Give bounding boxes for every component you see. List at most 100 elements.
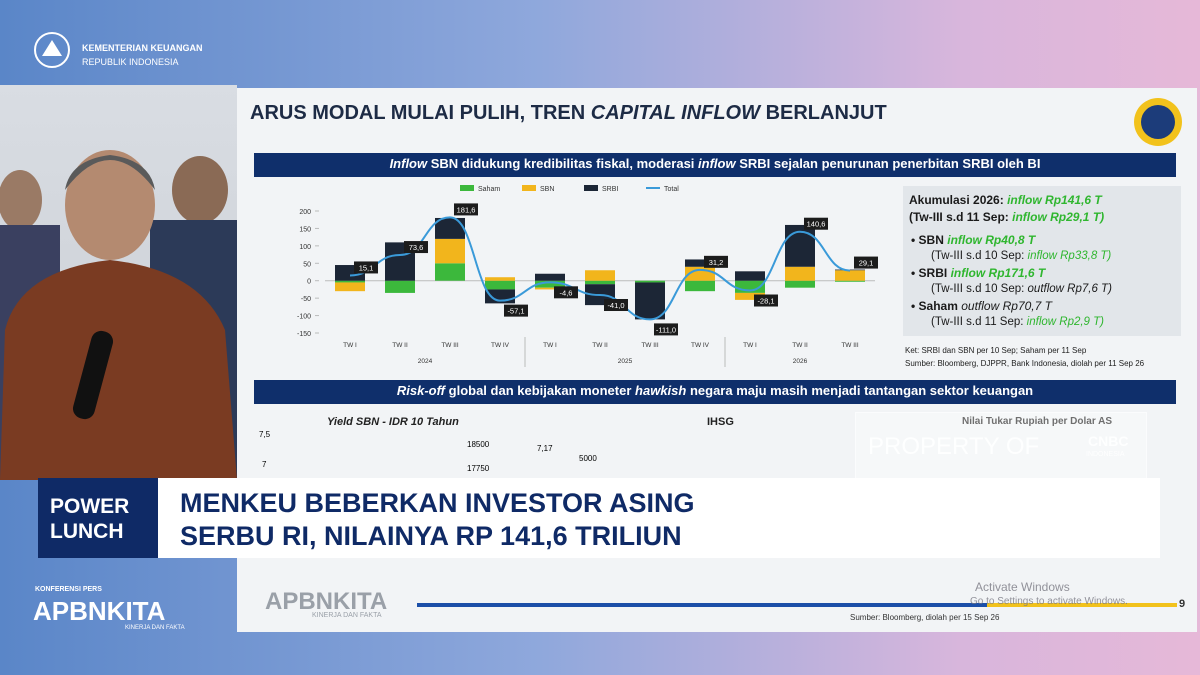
x-tick-label: TW I — [543, 342, 557, 349]
bar-segment — [535, 273, 565, 281]
x-tick-label: TW IV — [691, 342, 710, 349]
summary-value: inflow Rp29,1 T) — [1012, 210, 1105, 224]
data-label-text: 73,6 — [409, 243, 424, 252]
total-line — [349, 216, 851, 321]
data-label: 15,1 — [354, 261, 378, 274]
bar-segment — [485, 277, 515, 281]
bar-segment — [385, 280, 415, 293]
panel-title: Nilai Tukar Rupiah per Dolar AS — [962, 416, 1113, 427]
summary-value: outflow Rp7,6 T) — [1027, 283, 1112, 295]
footer-source: Sumber: Bloomberg, diolah per 15 Sep 26 — [850, 613, 1000, 622]
bar-segment — [435, 238, 465, 264]
bar-segment — [835, 270, 865, 281]
summary-value: inflow Rp171,6 T — [950, 266, 1046, 280]
summary-line: (Tw-III s.d 10 Sep: inflow Rp33,8 T) — [931, 250, 1111, 262]
data-label-box — [754, 294, 778, 307]
data-label-text: 181,6 — [457, 205, 476, 214]
page-number: 9 — [1179, 598, 1186, 610]
title-emphasis: CAPITAL INFLOW — [590, 102, 760, 124]
bar-segment — [835, 280, 865, 282]
x-tick-label: TW IV — [491, 342, 510, 349]
data-label-box — [604, 299, 628, 312]
data-label: 29,1 — [854, 256, 878, 269]
legend-label: SRBI — [602, 186, 618, 193]
presenter-video — [0, 150, 237, 480]
org-subname: REPUBLIK INDONESIA — [82, 57, 179, 67]
summary-label: Akumulasi 2026: — [909, 193, 1004, 207]
data-label-box — [854, 256, 878, 269]
summary-label: (Tw-III s.d 11 Sep: — [931, 316, 1024, 328]
x-tick-label: TW I — [743, 342, 757, 349]
banner-text: global dan kebijakan moneter — [448, 383, 632, 398]
data-label-box — [354, 261, 378, 274]
banner-text: hawkish — [635, 383, 687, 398]
bar-segment — [335, 282, 365, 292]
banner-text: inflow — [698, 156, 736, 171]
x-tick-label: TW II — [592, 342, 608, 349]
data-label-text: 29,1 — [859, 259, 874, 268]
os-notice: Activate Windows — [975, 580, 1070, 594]
data-label: -28,1 — [754, 294, 778, 307]
summary-value: inflow Rp141,6 T — [1007, 193, 1102, 207]
data-label-box — [404, 241, 428, 254]
headline-box: MENKEU BEBERKAN INVESTOR ASING SERBU RI,… — [158, 478, 1160, 558]
x-tick-label: TW III — [841, 342, 859, 349]
summary-label: (Tw-III s.d 11 Sep: — [909, 210, 1009, 224]
data-label: 181,6 — [454, 203, 478, 216]
x-tick-label: TW II — [392, 342, 408, 349]
data-label-text: -28,1 — [757, 297, 774, 306]
legend-swatch — [460, 185, 474, 191]
show-badge: POWER LUNCH — [38, 478, 158, 558]
y-tick-label: -50 — [301, 296, 311, 303]
chart-source: Sumber: Bloomberg, DJPPR, Bank Indonesia… — [905, 359, 1145, 368]
data-label-box — [804, 217, 828, 230]
panel-tick: 7 — [262, 460, 267, 469]
panel-tick: 7,17 — [537, 444, 553, 453]
data-label-text: 140,6 — [807, 220, 826, 229]
x-tick-label: TW III — [441, 342, 459, 349]
ministry-emblem — [1134, 98, 1182, 146]
banner-text: negara maju masih menjadi tantangan sekt… — [689, 383, 1034, 398]
data-label-text: -57,1 — [507, 307, 524, 316]
summary-line: (Tw-III s.d 11 Sep: inflow Rp2,9 T) — [931, 316, 1104, 328]
group-label: 2025 — [618, 358, 633, 365]
panel-title: IHSG — [707, 416, 734, 428]
summary-value: inflow Rp2,9 T) — [1026, 316, 1105, 328]
bar-segment — [535, 280, 565, 288]
chart: 200 150 100 50 0 -50 -100 -150 Saham SBN SRBI Total… — [297, 185, 878, 367]
headline: SERBU RI, NILAINYA RP 141,6 TRILIUN — [180, 521, 682, 551]
watermark-text: PROPERTY OF — [868, 433, 1040, 460]
summary-value: inflow Rp40,8 T — [947, 233, 1036, 247]
data-label-text: 31,2 — [709, 258, 724, 267]
summary-line: • Saham outflow Rp70,7 T — [911, 299, 1052, 313]
title-text: ARUS MODAL MULAI PULIH, TREN — [250, 102, 586, 124]
data-label: -111,0 — [654, 323, 678, 336]
data-label: 140,6 — [804, 217, 828, 230]
x-tick-label: TW III — [641, 342, 659, 349]
legend-swatch — [584, 185, 598, 191]
group-label: 2024 — [418, 358, 433, 365]
panel-tick: 18500 — [467, 440, 490, 449]
y-tick-label: 200 — [299, 209, 311, 216]
event-tagline: KINERJA DAN FAKTA — [125, 625, 185, 631]
bar-segment — [585, 270, 615, 281]
title-text: BERLANJUT — [765, 102, 887, 124]
banner-text: SBN didukung kredibilitas fiskal, modera… — [430, 156, 695, 171]
summary-line: • SRBI inflow Rp171,6 T — [911, 266, 1046, 280]
data-label: -41,0 — [604, 299, 628, 312]
y-tick-label: -100 — [297, 314, 311, 321]
summary-value: outflow Rp70,7 T — [961, 299, 1052, 313]
section-banner: Inflow SBN didukung kredibilitas fiskal,… — [254, 153, 1176, 177]
panel-tick: 7,5 — [259, 430, 271, 439]
banner-text: Inflow — [389, 156, 428, 171]
bar-segment — [435, 263, 465, 281]
summary-label: (Tw-III s.d 10 Sep: — [931, 250, 1025, 262]
data-label-text: -41,0 — [607, 301, 624, 310]
y-tick-label: 150 — [299, 226, 311, 233]
data-label: -4,6 — [554, 286, 578, 299]
show-name: LUNCH — [50, 520, 124, 543]
summary-box: Akumulasi 2026: inflow Rp141,6 T (Tw-III… — [903, 186, 1181, 336]
summary-label: SRBI — [918, 266, 948, 280]
chart-note: Ket: SRBI dan SBN per 10 Sep; Saham per … — [905, 346, 1087, 355]
